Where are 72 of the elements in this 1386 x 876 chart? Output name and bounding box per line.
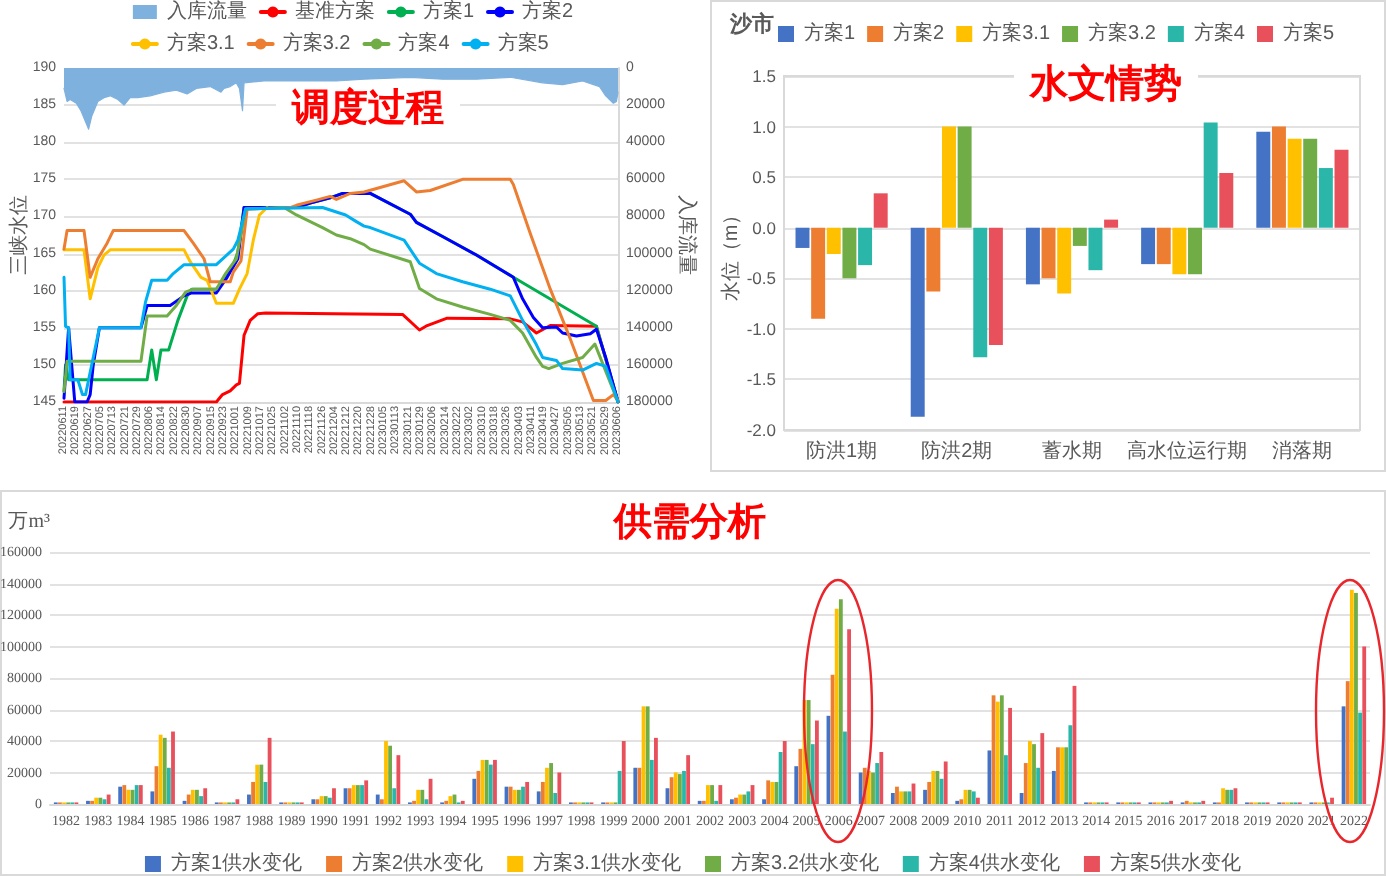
y-axis-title: 万m³ bbox=[8, 511, 50, 533]
legend-label: 方案5 bbox=[1282, 21, 1335, 45]
bar bbox=[826, 227, 841, 255]
legend-label: 入库流量 bbox=[166, 0, 247, 23]
bar bbox=[1271, 126, 1286, 228]
y-tick-label: -1.0 bbox=[746, 318, 777, 339]
bar bbox=[1041, 227, 1056, 279]
bar bbox=[1172, 227, 1187, 275]
legend-label: 方案3.1 bbox=[166, 31, 236, 55]
bar bbox=[873, 193, 888, 228]
bar bbox=[1318, 168, 1333, 228]
legend-label: 方案2供水变化 bbox=[352, 851, 484, 875]
y-tick-label: 1.0 bbox=[752, 116, 777, 137]
bar bbox=[1104, 219, 1119, 228]
y-tick-label: 1.5 bbox=[752, 66, 777, 86]
line-series bbox=[62, 206, 269, 305]
legend-label: 方案3.1 bbox=[982, 21, 1051, 45]
y-axis-title: 水位（m） bbox=[719, 204, 743, 302]
legend-label: 方案4 bbox=[1193, 21, 1246, 45]
legend-label: 方案5供水变化 bbox=[1109, 851, 1242, 875]
bar bbox=[1156, 227, 1171, 265]
bar bbox=[858, 227, 873, 266]
x-tick-label: 防洪1期 bbox=[806, 439, 878, 463]
bar bbox=[1088, 227, 1103, 271]
legend-label: 方案3.2 bbox=[1088, 21, 1157, 45]
y-tick-label: -1.5 bbox=[746, 369, 777, 390]
bar bbox=[988, 227, 1003, 346]
y-axis-title: 三峡水位 bbox=[7, 195, 31, 275]
bar bbox=[942, 126, 956, 228]
chart-title: 水文情势 bbox=[1028, 62, 1182, 106]
y2-axis-title: 入库流量 bbox=[675, 195, 699, 275]
y-tick-label: -0.5 bbox=[746, 268, 777, 289]
x-tick-label: 蓄水期 bbox=[1042, 439, 1102, 463]
legend-label: 方案1供水变化 bbox=[170, 851, 303, 875]
bar bbox=[1303, 138, 1318, 228]
bar bbox=[910, 227, 925, 417]
y-tick-label: -2.0 bbox=[746, 420, 777, 440]
legend-label: 方案3.2 bbox=[282, 31, 352, 55]
legend-label: 基准方案 bbox=[294, 0, 375, 23]
legend-label: 方案1 bbox=[422, 0, 475, 23]
bar bbox=[1287, 138, 1302, 228]
chart-title: 供需分析 bbox=[612, 502, 766, 544]
bar bbox=[1057, 227, 1072, 294]
bar bbox=[957, 126, 972, 228]
bar bbox=[811, 227, 826, 319]
y-tick-label: 0.0 bbox=[752, 217, 777, 238]
legend-label: 方案4 bbox=[398, 31, 451, 55]
legend-label: 方案3.1供水变化 bbox=[533, 851, 682, 875]
legend-label: 方案4供水变化 bbox=[928, 851, 1060, 875]
x-tick-label: 消落期 bbox=[1272, 439, 1333, 463]
bar bbox=[1219, 173, 1234, 228]
bar bbox=[795, 227, 810, 248]
legend-label: 方案1 bbox=[804, 21, 856, 45]
x-tick-label: 防洪2期 bbox=[921, 439, 993, 463]
legend-label: 方案2 bbox=[522, 0, 574, 23]
legend-label: 方案2 bbox=[893, 21, 946, 45]
bar bbox=[1072, 227, 1087, 246]
bar bbox=[842, 227, 857, 279]
x-tick-label: 高水位运行期 bbox=[1127, 439, 1248, 463]
bar bbox=[1256, 131, 1271, 228]
legend-label: 方案3.2供水变化 bbox=[731, 851, 879, 875]
bar bbox=[1025, 227, 1040, 285]
bar bbox=[1334, 149, 1349, 228]
bar bbox=[926, 227, 941, 292]
bar bbox=[1203, 122, 1218, 228]
bar bbox=[1188, 227, 1202, 275]
y-tick-label: 0.5 bbox=[752, 167, 777, 188]
bar bbox=[1141, 227, 1156, 265]
text: 调度过程 bbox=[290, 86, 444, 130]
legend-label: 方案5 bbox=[497, 31, 550, 55]
bar bbox=[973, 227, 988, 358]
chart-subtitle: 沙市 bbox=[728, 11, 774, 37]
